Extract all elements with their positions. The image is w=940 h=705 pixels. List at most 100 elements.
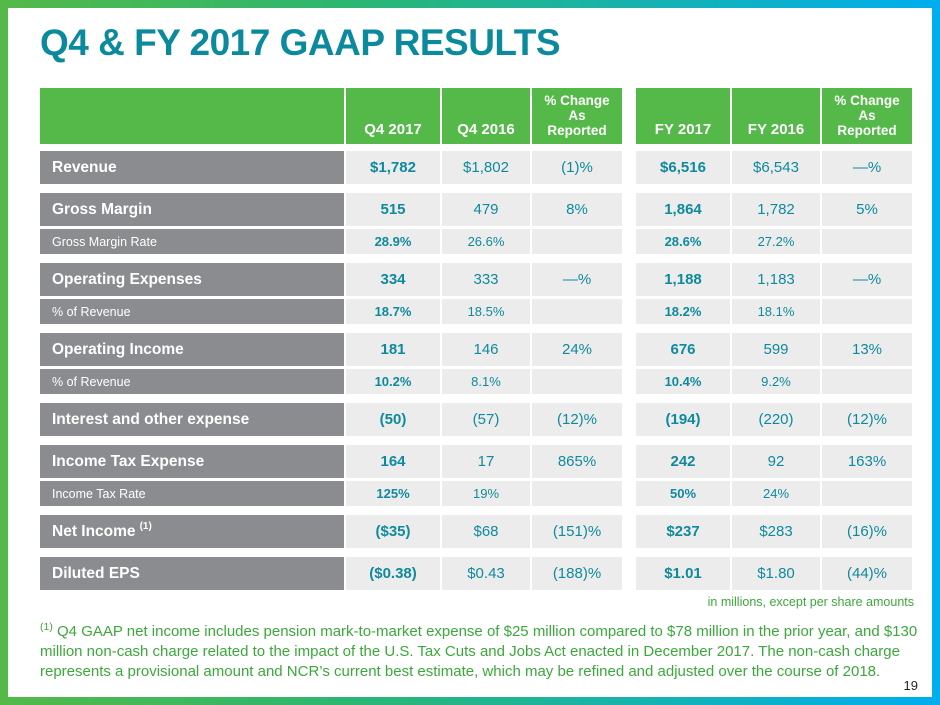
cell-fy-change: (44)% — [822, 557, 912, 590]
gaap-results-table: Q4 2017 Q4 2016 % Change As Reported FY … — [40, 88, 914, 590]
column-group-gap — [624, 403, 636, 436]
header-fy-change: % Change As Reported — [822, 88, 912, 144]
cell-fy-2016: $283 — [732, 515, 820, 548]
cell-q4-2017: (50) — [346, 403, 440, 436]
header-fy-2016: FY 2016 — [732, 88, 820, 144]
table-row-net-income: Net Income (1) ($35) $68 (151)% $237 $28… — [40, 515, 914, 548]
column-group-gap — [624, 481, 636, 506]
header-fy-2017: FY 2017 — [636, 88, 730, 144]
cell-fy-2016: (220) — [732, 403, 820, 436]
column-group-gap — [624, 229, 636, 254]
footnote-marker: (1) — [40, 621, 53, 633]
header-change-line1: % Change — [834, 93, 900, 108]
row-label: Income Tax Rate — [40, 481, 344, 506]
row-label: Diluted EPS — [40, 557, 344, 590]
cell-fy-2016: 1,183 — [732, 263, 820, 296]
column-group-gap — [624, 445, 636, 478]
table-row-operating-income: Operating Income 181 146 24% 676 599 13% — [40, 333, 914, 366]
cell-fy-2016: 18.1% — [732, 299, 820, 324]
cell-fy-change: —% — [822, 151, 912, 184]
cell-fy-change — [822, 481, 912, 506]
header-spacer-cell — [40, 88, 344, 144]
cell-q4-2016: (57) — [442, 403, 530, 436]
cell-q4-2017: 18.7% — [346, 299, 440, 324]
cell-fy-2017: (194) — [636, 403, 730, 436]
cell-fy-2017: 1,188 — [636, 263, 730, 296]
cell-q4-2017: 515 — [346, 193, 440, 226]
footnote-text: Q4 GAAP net income includes pension mark… — [40, 623, 918, 680]
cell-fy-2016: 1,782 — [732, 193, 820, 226]
cell-q4-2017: 28.9% — [346, 229, 440, 254]
row-label: Revenue — [40, 151, 344, 184]
row-label: Interest and other expense — [40, 403, 344, 436]
cell-q4-change: (12)% — [532, 403, 622, 436]
column-group-gap — [624, 263, 636, 296]
column-group-gap — [624, 557, 636, 590]
cell-fy-change: 163% — [822, 445, 912, 478]
cell-q4-change: 865% — [532, 445, 622, 478]
cell-fy-2017: $6,516 — [636, 151, 730, 184]
cell-q4-change — [532, 299, 622, 324]
cell-q4-2017: ($0.38) — [346, 557, 440, 590]
cell-fy-change — [822, 229, 912, 254]
row-label: % of Revenue — [40, 369, 344, 394]
cell-fy-2016: 92 — [732, 445, 820, 478]
slide: Q4 & FY 2017 GAAP RESULTS Q4 2017 Q4 201… — [8, 8, 932, 697]
cell-q4-change — [532, 481, 622, 506]
cell-q4-2016: 8.1% — [442, 369, 530, 394]
table-row-opincome-pct-revenue: % of Revenue 10.2% 8.1% 10.4% 9.2% — [40, 369, 914, 394]
cell-q4-change: (188)% — [532, 557, 622, 590]
row-label: Income Tax Expense — [40, 445, 344, 478]
cell-fy-2017: 242 — [636, 445, 730, 478]
cell-fy-2016: $1.80 — [732, 557, 820, 590]
cell-fy-2017: $1.01 — [636, 557, 730, 590]
cell-q4-2016: $1,802 — [442, 151, 530, 184]
slide-title: Q4 & FY 2017 GAAP RESULTS — [40, 22, 561, 63]
cell-q4-change: (1)% — [532, 151, 622, 184]
cell-fy-2016: 599 — [732, 333, 820, 366]
cell-q4-change — [532, 229, 622, 254]
cell-fy-2016: 9.2% — [732, 369, 820, 394]
row-label: Net Income (1) — [40, 515, 344, 548]
cell-fy-2017: 50% — [636, 481, 730, 506]
cell-fy-change — [822, 369, 912, 394]
header-change-line3: Reported — [547, 123, 607, 138]
table-row-income-tax-rate: Income Tax Rate 125% 19% 50% 24% — [40, 481, 914, 506]
cell-fy-change: (12)% — [822, 403, 912, 436]
cell-q4-2017: 125% — [346, 481, 440, 506]
cell-fy-2017: $237 — [636, 515, 730, 548]
column-group-gap — [624, 193, 636, 226]
header-change-line1: % Change — [544, 93, 610, 108]
cell-fy-change: (16)% — [822, 515, 912, 548]
page-number: 19 — [903, 678, 918, 693]
cell-q4-2016: 17 — [442, 445, 530, 478]
table-row-opex-pct-revenue: % of Revenue 18.7% 18.5% 18.2% 18.1% — [40, 299, 914, 324]
header-change-line3: Reported — [837, 123, 897, 138]
footnote: (1) Q4 GAAP net income includes pension … — [40, 621, 922, 682]
column-group-gap — [624, 299, 636, 324]
cell-fy-change: —% — [822, 263, 912, 296]
cell-fy-change: 13% — [822, 333, 912, 366]
cell-q4-2016: $68 — [442, 515, 530, 548]
table-row-operating-expenses: Operating Expenses 334 333 —% 1,188 1,18… — [40, 263, 914, 296]
table-row-income-tax-expense: Income Tax Expense 164 17 865% 242 92 16… — [40, 445, 914, 478]
cell-q4-2016: 146 — [442, 333, 530, 366]
table-header-row: Q4 2017 Q4 2016 % Change As Reported FY … — [40, 88, 914, 144]
cell-q4-change: 8% — [532, 193, 622, 226]
row-label: Operating Income — [40, 333, 344, 366]
cell-fy-2017: 10.4% — [636, 369, 730, 394]
table-row-diluted-eps: Diluted EPS ($0.38) $0.43 (188)% $1.01 $… — [40, 557, 914, 590]
row-label: Gross Margin Rate — [40, 229, 344, 254]
cell-q4-2016: 479 — [442, 193, 530, 226]
cell-q4-change: (151)% — [532, 515, 622, 548]
table-row-interest-other-expense: Interest and other expense (50) (57) (12… — [40, 403, 914, 436]
column-group-gap — [624, 333, 636, 366]
units-note: in millions, except per share amounts — [707, 595, 914, 609]
cell-fy-change — [822, 299, 912, 324]
cell-q4-2016: 19% — [442, 481, 530, 506]
cell-q4-2017: 10.2% — [346, 369, 440, 394]
cell-fy-2017: 28.6% — [636, 229, 730, 254]
cell-fy-2016: $6,543 — [732, 151, 820, 184]
cell-fy-2017: 676 — [636, 333, 730, 366]
